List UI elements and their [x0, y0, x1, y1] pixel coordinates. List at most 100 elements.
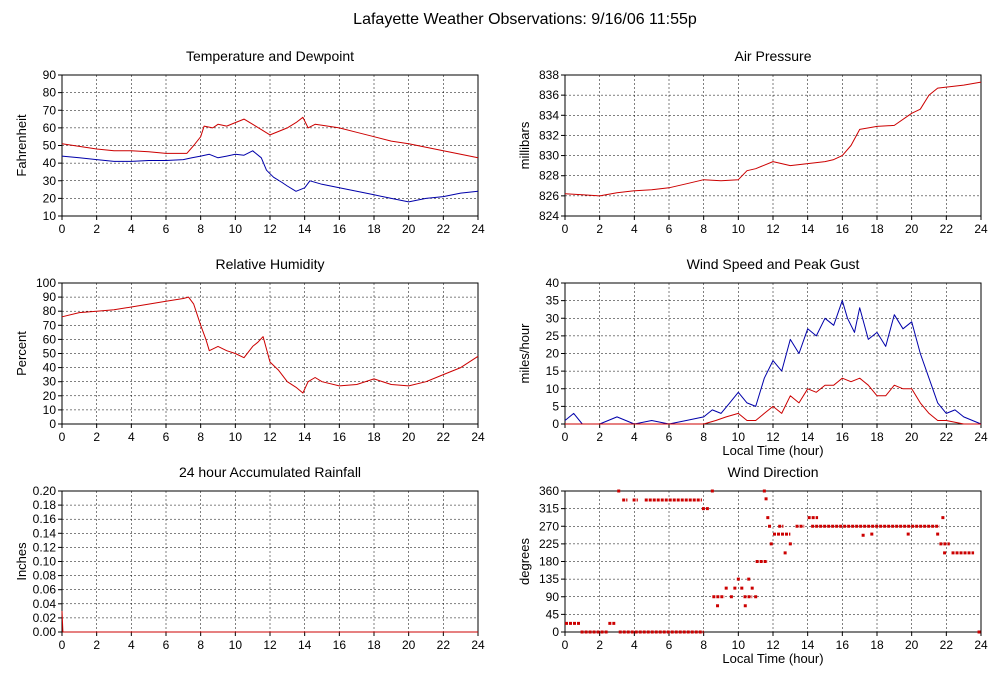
humidity-xtick-label: 18 [367, 430, 381, 444]
rain-ytick-label: 0.10 [33, 555, 57, 569]
pressure-xtick-label: 4 [631, 222, 638, 236]
direction-xtick-label: 22 [940, 638, 954, 652]
direction-point [764, 497, 768, 501]
direction-xtick-label: 14 [801, 638, 815, 652]
rain-xtick-label: 12 [263, 638, 277, 652]
temp-title: Temperature and Dewpoint [186, 48, 354, 64]
direction-point [743, 604, 747, 608]
pressure-xtick-label: 18 [870, 222, 884, 236]
rain-ytick-label: 0.16 [33, 512, 57, 526]
wind-xtick-label: 22 [940, 430, 954, 444]
direction-xtick-label: 12 [766, 638, 780, 652]
pressure-xtick-label: 10 [732, 222, 746, 236]
temp-ylabel: Fahrenheit [14, 114, 29, 177]
wind-xlabel: Local Time (hour) [722, 443, 823, 458]
direction-point [936, 532, 940, 536]
direction-xtick-label: 16 [836, 638, 850, 652]
direction-point [740, 586, 744, 590]
temp-ytick-label: 60 [43, 121, 57, 135]
temp-ytick-label: 70 [43, 103, 57, 117]
wind-ytick-label: 15 [546, 364, 560, 378]
rain-xtick-label: 10 [229, 638, 243, 652]
rain-ytick-label: 0.04 [33, 597, 57, 611]
direction-point [710, 489, 714, 493]
humidity-ytick-label: 60 [43, 332, 57, 346]
humidity-ytick-label: 50 [43, 347, 57, 361]
direction-ytick-label: 180 [539, 555, 559, 569]
temp-xtick-label: 2 [93, 222, 100, 236]
direction-point [768, 524, 772, 528]
temp-xtick-label: 16 [333, 222, 347, 236]
wind-xtick-label: 24 [974, 430, 988, 444]
wind-ytick-label: 35 [546, 294, 560, 308]
humidity-xtick-label: 8 [197, 430, 204, 444]
pressure-xtick-label: 6 [666, 222, 673, 236]
temp-ytick-label: 40 [43, 156, 57, 170]
wind-ytick-label: 10 [546, 382, 560, 396]
wind-xtick-label: 20 [905, 430, 919, 444]
direction-point [943, 551, 947, 555]
direction-xlabel: Local Time (hour) [722, 651, 823, 666]
humidity-series-0-line [61, 296, 479, 394]
rain-ytick-label: 0.20 [33, 484, 57, 498]
temp-ytick-label: 80 [43, 86, 57, 100]
direction-ytick-label: 90 [546, 590, 560, 604]
temp-xtick-label: 6 [163, 222, 170, 236]
wind-ylabel: miles/hour [517, 323, 532, 384]
direction-xtick-label: 4 [631, 638, 638, 652]
wind-xtick-label: 14 [801, 430, 815, 444]
pressure-xtick-label: 14 [801, 222, 815, 236]
direction-ytick-label: 0 [552, 625, 559, 639]
temp-series-1-line [61, 150, 479, 203]
rain-xtick-label: 6 [163, 638, 170, 652]
direction-point [750, 586, 754, 590]
direction-point [766, 516, 770, 520]
humidity-ytick-label: 90 [43, 290, 57, 304]
rain-ytick-label: 0.08 [33, 569, 57, 583]
direction-ytick-label: 360 [539, 484, 559, 498]
direction-point [906, 532, 910, 536]
pressure-ytick-label: 824 [539, 209, 559, 223]
rain-series-0-line [61, 610, 478, 633]
direction-ytick-label: 315 [539, 502, 559, 516]
temp-xtick-label: 4 [128, 222, 135, 236]
rain-xtick-label: 22 [437, 638, 451, 652]
wind-xtick-label: 6 [666, 430, 673, 444]
pressure-ytick-label: 828 [539, 169, 559, 183]
temp-xtick-label: 24 [471, 222, 485, 236]
temp-ytick-label: 30 [43, 174, 57, 188]
direction-point [754, 595, 758, 599]
pressure-xtick-label: 16 [836, 222, 850, 236]
humidity-xtick-label: 22 [437, 430, 451, 444]
direction-point [783, 551, 787, 555]
humidity-xtick-label: 2 [93, 430, 100, 444]
wind-xtick-label: 0 [562, 430, 569, 444]
pressure-ytick-label: 830 [539, 149, 559, 163]
pressure-xtick-label: 24 [974, 222, 988, 236]
direction-ytick-label: 225 [539, 537, 559, 551]
humidity-ytick-label: 40 [43, 361, 57, 375]
temp-ytick-label: 20 [43, 191, 57, 205]
humidity-xtick-label: 12 [263, 430, 277, 444]
rain-ytick-label: 0.12 [33, 540, 57, 554]
wind-xtick-label: 8 [700, 430, 707, 444]
humidity-ytick-label: 80 [43, 304, 57, 318]
direction-xtick-label: 20 [905, 638, 919, 652]
pressure-xtick-label: 8 [700, 222, 707, 236]
direction-ytick-label: 135 [539, 572, 559, 586]
pressure-series-0-line [564, 81, 982, 197]
temp-series-0-line [61, 116, 479, 159]
direction-point [733, 586, 737, 590]
pressure-ytick-label: 838 [539, 68, 559, 82]
humidity-ytick-label: 20 [43, 389, 57, 403]
direction-title: Wind Direction [727, 464, 818, 480]
direction-xtick-label: 6 [666, 638, 673, 652]
rain-xtick-label: 24 [471, 638, 485, 652]
pressure-xtick-label: 22 [940, 222, 954, 236]
direction-point [716, 604, 720, 608]
direction-xtick-label: 24 [974, 638, 988, 652]
direction-xtick-label: 10 [732, 638, 746, 652]
direction-xtick-label: 18 [870, 638, 884, 652]
wind-ytick-label: 0 [552, 417, 559, 431]
